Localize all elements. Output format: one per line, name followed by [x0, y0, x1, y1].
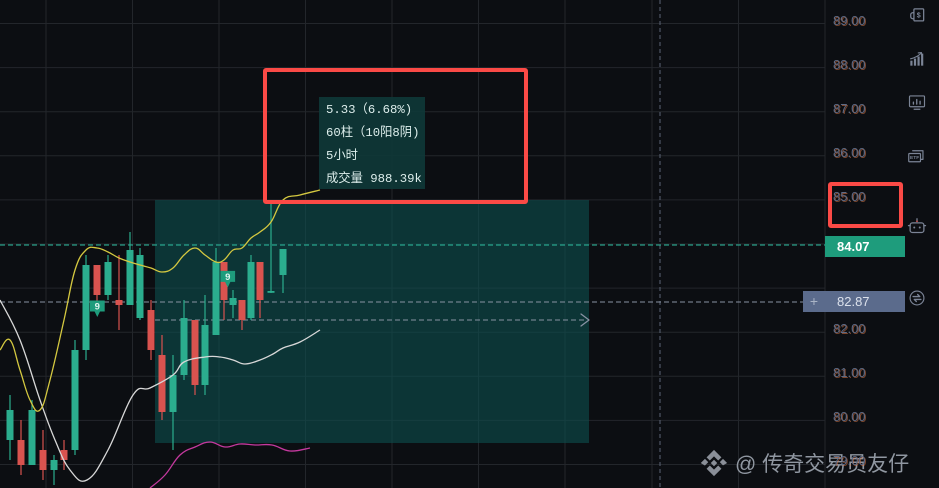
svg-text:$: $ [917, 11, 921, 19]
svg-text:9: 9 [95, 302, 100, 313]
svg-text:ETF: ETF [910, 155, 919, 161]
svg-text:9: 9 [225, 272, 230, 283]
